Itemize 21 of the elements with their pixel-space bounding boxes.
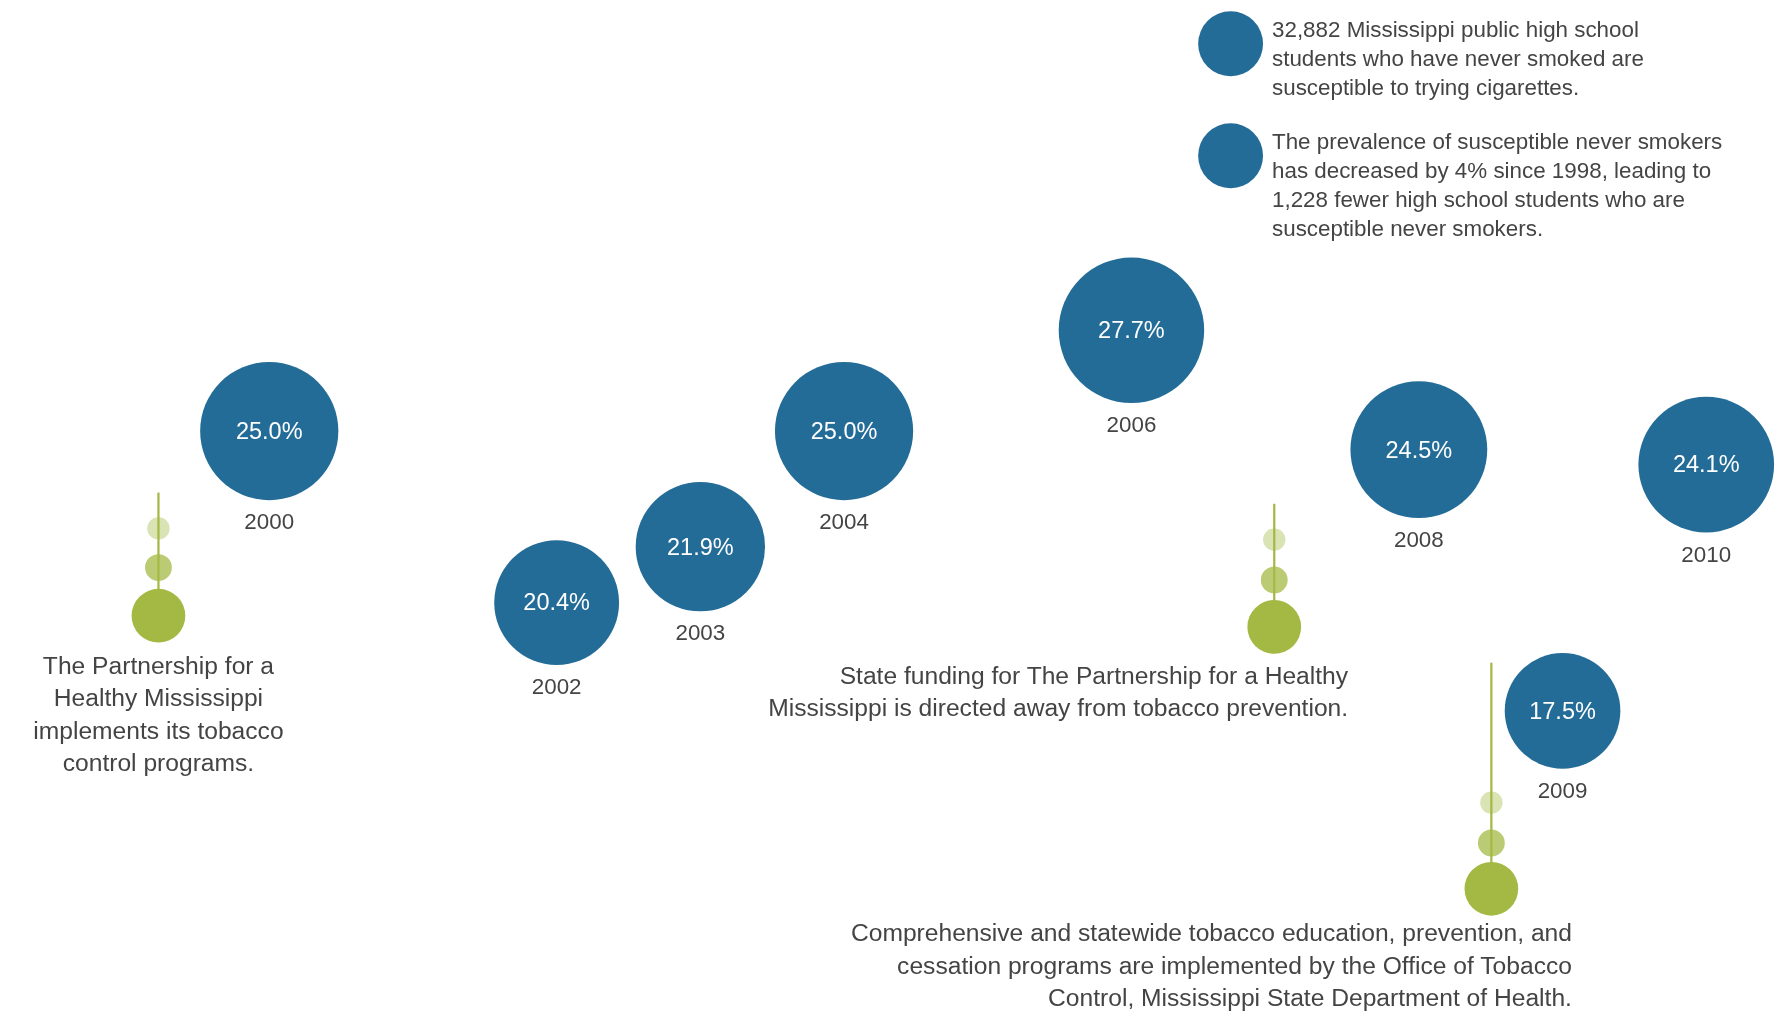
data-label: 21.9% [667, 533, 734, 560]
data-label: 25.0% [810, 417, 878, 444]
text: Comprehensive and statewide tobacco education, prevention, and cessation programs are implemented by the Office of Tobacco Control, Mississippi State Department of Health. [850, 919, 1572, 1012]
text: The prevalence of susceptible never smokers has decreased by 4% since 1998, leading to 1,228 fewer high school students who are susceptible never smokers. [1272, 129, 1723, 242]
category-label: 2008 [1393, 527, 1444, 553]
data-label: 25.0% [235, 417, 303, 444]
data-label: 24.1% [1672, 451, 1740, 478]
category-label: 2004 [819, 509, 869, 535]
data-label: 20.4% [523, 589, 591, 616]
category-label: 2000 [244, 509, 295, 535]
text: 32,882 Mississippi public high school students who have never smoked are susceptible to trying cigarettes. [1272, 17, 1644, 101]
text: The Partnership for a Healthy Mississippi implements its tobacco control programs. [33, 651, 284, 777]
text: State funding for The Partnership for a Healthy Mississippi is directed away from tobacco prevention. [768, 661, 1349, 722]
category-label: 2006 [1106, 412, 1157, 438]
category-label: 2003 [675, 620, 726, 646]
category-label: 2002 [531, 674, 582, 700]
data-label: 27.7% [1098, 317, 1165, 344]
data-label: 17.5% [1529, 697, 1596, 724]
category-label: 2009 [1537, 777, 1588, 803]
data-label: 24.5% [1385, 436, 1453, 463]
category-label: 2010 [1681, 541, 1732, 567]
